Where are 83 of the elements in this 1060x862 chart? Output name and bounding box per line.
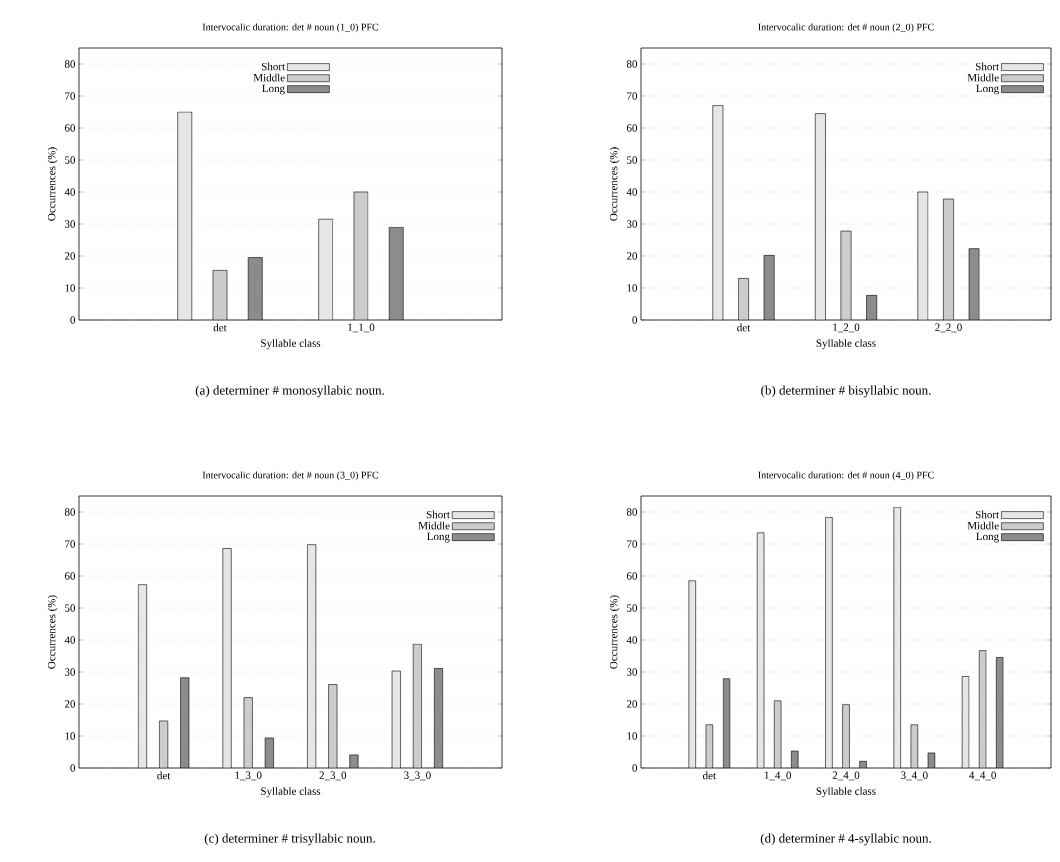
- y-tick-label: 0: [632, 764, 638, 772]
- y-tick-label: 80: [626, 508, 638, 516]
- y-tick-label: 70: [65, 540, 76, 548]
- bar: [247, 257, 263, 320]
- bar: [388, 226, 404, 320]
- legend-label: Short: [261, 62, 286, 71]
- y-tick-label: 60: [64, 124, 76, 132]
- y-tick-label: 50: [627, 604, 638, 612]
- chart-title: Intervocalic duration: det # noun (3_0) PFC: [202, 471, 379, 481]
- x-tick-label: 1_1_0: [348, 323, 375, 333]
- text: (c) determiner # trisyllabic noun.: [204, 833, 375, 846]
- y-tick-label: 50: [627, 156, 638, 164]
- legend-label: Long: [262, 84, 285, 95]
- y-axis-title: Occurrences (%): [47, 595, 58, 669]
- text: (a) determiner # monosyllabic noun.: [195, 385, 384, 398]
- x-tick-label: 1_4_0: [764, 771, 791, 781]
- x-tick-label: 3_4_0: [901, 771, 928, 781]
- legend-label: Middle: [967, 73, 999, 82]
- bar: [177, 111, 193, 320]
- y-tick-label: 40: [626, 188, 638, 196]
- x-tick-label: det: [703, 771, 716, 780]
- y-tick-label: 50: [65, 604, 76, 612]
- bar: [222, 548, 232, 769]
- y-tick-label: 0: [70, 316, 76, 324]
- x-tick-label: 3_3_0: [404, 771, 431, 781]
- chart-title: Intervocalic duration: det # noun (4_0) PFC: [758, 471, 934, 481]
- x-tick-label: det: [213, 323, 227, 332]
- legend-label: Short: [976, 510, 1000, 519]
- x-tick-label: 2_4_0: [832, 771, 860, 781]
- y-axis-title: Occurrences (%): [609, 147, 620, 221]
- y-tick-label: 40: [626, 636, 638, 644]
- y-tick-label: 70: [65, 92, 76, 100]
- y-tick-label: 60: [626, 124, 638, 132]
- y-tick-label: 30: [627, 668, 638, 676]
- x-tick-label: 2_3_0: [319, 771, 347, 781]
- x-tick-label: 4_4_0: [969, 771, 996, 781]
- chart-title: Intervocalic duration: det # noun (2_0) PFC: [758, 23, 934, 33]
- y-tick-label: 40: [64, 188, 76, 196]
- x-axis-title: Syllable class: [816, 339, 876, 350]
- y-axis-title: Occurrences (%): [609, 595, 620, 669]
- legend-label: Middle: [253, 73, 285, 82]
- y-tick-label: 30: [627, 220, 638, 228]
- chart-title: Intervocalic duration: det # noun (1_0) PFC: [202, 23, 379, 33]
- x-axis-title: Syllable class: [816, 787, 876, 798]
- legend-label: Short: [426, 510, 450, 519]
- y-tick-label: 0: [70, 764, 76, 772]
- y-tick-label: 30: [65, 220, 76, 228]
- legend-label: Short: [976, 62, 1000, 71]
- y-tick-label: 20: [626, 700, 638, 708]
- x-tick-label: det: [737, 323, 751, 332]
- legend-label: Long: [976, 532, 999, 543]
- legend-label: Long: [976, 84, 999, 95]
- x-tick-label: 2_2_0: [935, 323, 962, 333]
- x-tick-label: 1_2_0: [833, 323, 860, 333]
- y-axis-title: Occurrences (%): [47, 147, 58, 221]
- y-tick-label: 80: [64, 60, 76, 68]
- x-axis-title: Syllable class: [261, 787, 321, 798]
- y-tick-label: 80: [626, 60, 638, 68]
- y-tick-label: 60: [626, 572, 638, 580]
- x-tick-label: 1_3_0: [235, 771, 262, 781]
- x-tick-label: det: [157, 771, 171, 780]
- y-tick-label: 70: [627, 540, 638, 548]
- y-tick-label: 30: [65, 668, 76, 676]
- legend-label: Middle: [967, 521, 999, 530]
- y-tick-label: 20: [626, 252, 638, 260]
- y-tick-label: 70: [627, 92, 638, 100]
- y-tick-label: 10: [65, 732, 76, 740]
- y-tick-label: 10: [627, 284, 638, 292]
- y-tick-label: 20: [64, 252, 76, 260]
- y-tick-label: 10: [627, 732, 638, 740]
- y-tick-label: 20: [64, 700, 76, 708]
- bar: [318, 218, 334, 320]
- y-tick-label: 50: [65, 156, 76, 164]
- legend-label: Long: [427, 532, 450, 543]
- y-tick-label: 60: [64, 572, 76, 580]
- text: (b) determiner # bisyllabic noun.: [761, 385, 931, 398]
- legend-label: Middle: [418, 521, 450, 530]
- y-tick-label: 40: [64, 636, 76, 644]
- y-tick-label: 0: [632, 316, 638, 324]
- y-tick-label: 10: [65, 284, 76, 292]
- text: (d) determiner # 4-syllabic noun.: [760, 833, 931, 846]
- x-axis-title: Syllable class: [261, 339, 321, 350]
- y-tick-label: 80: [64, 508, 76, 516]
